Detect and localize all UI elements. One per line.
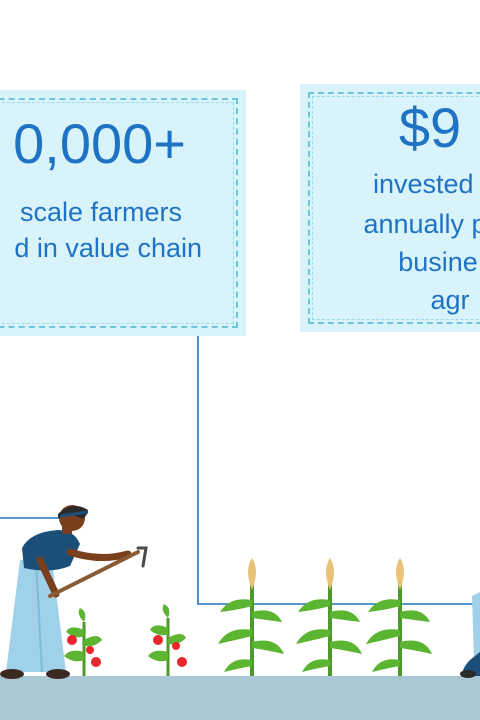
ground-strip — [0, 676, 480, 720]
stat-caption-line-1: invested i — [372, 169, 480, 199]
stat-caption-line-4: agr — [430, 285, 470, 315]
connector-line-middle — [197, 336, 480, 605]
stat-figure-investment: $9 — [398, 96, 462, 159]
corn-plant-icon — [296, 558, 362, 676]
stat-caption-line-2: d in value chain — [14, 233, 202, 263]
stat-figure-farmers: 0,000+ — [13, 112, 186, 175]
tomato-plant-icon — [148, 604, 187, 676]
farmer-hoeing-icon — [0, 505, 148, 679]
stat-caption-line-2: annually pi — [363, 209, 480, 239]
corn-plant-icon — [218, 558, 284, 676]
card-dashed-border — [308, 92, 480, 324]
corn-plant-icon — [366, 558, 432, 676]
stat-card-farmers — [0, 90, 246, 336]
card-dashed-border — [0, 98, 238, 328]
connector-lines — [0, 336, 480, 605]
stat-card-investment — [300, 84, 480, 332]
stat-caption-line-1: scale farmers — [19, 197, 182, 227]
tomato-plant-icon — [64, 608, 102, 676]
stat-caption-line-3: busine — [398, 247, 478, 277]
farmer-walking-icon — [460, 592, 480, 678]
